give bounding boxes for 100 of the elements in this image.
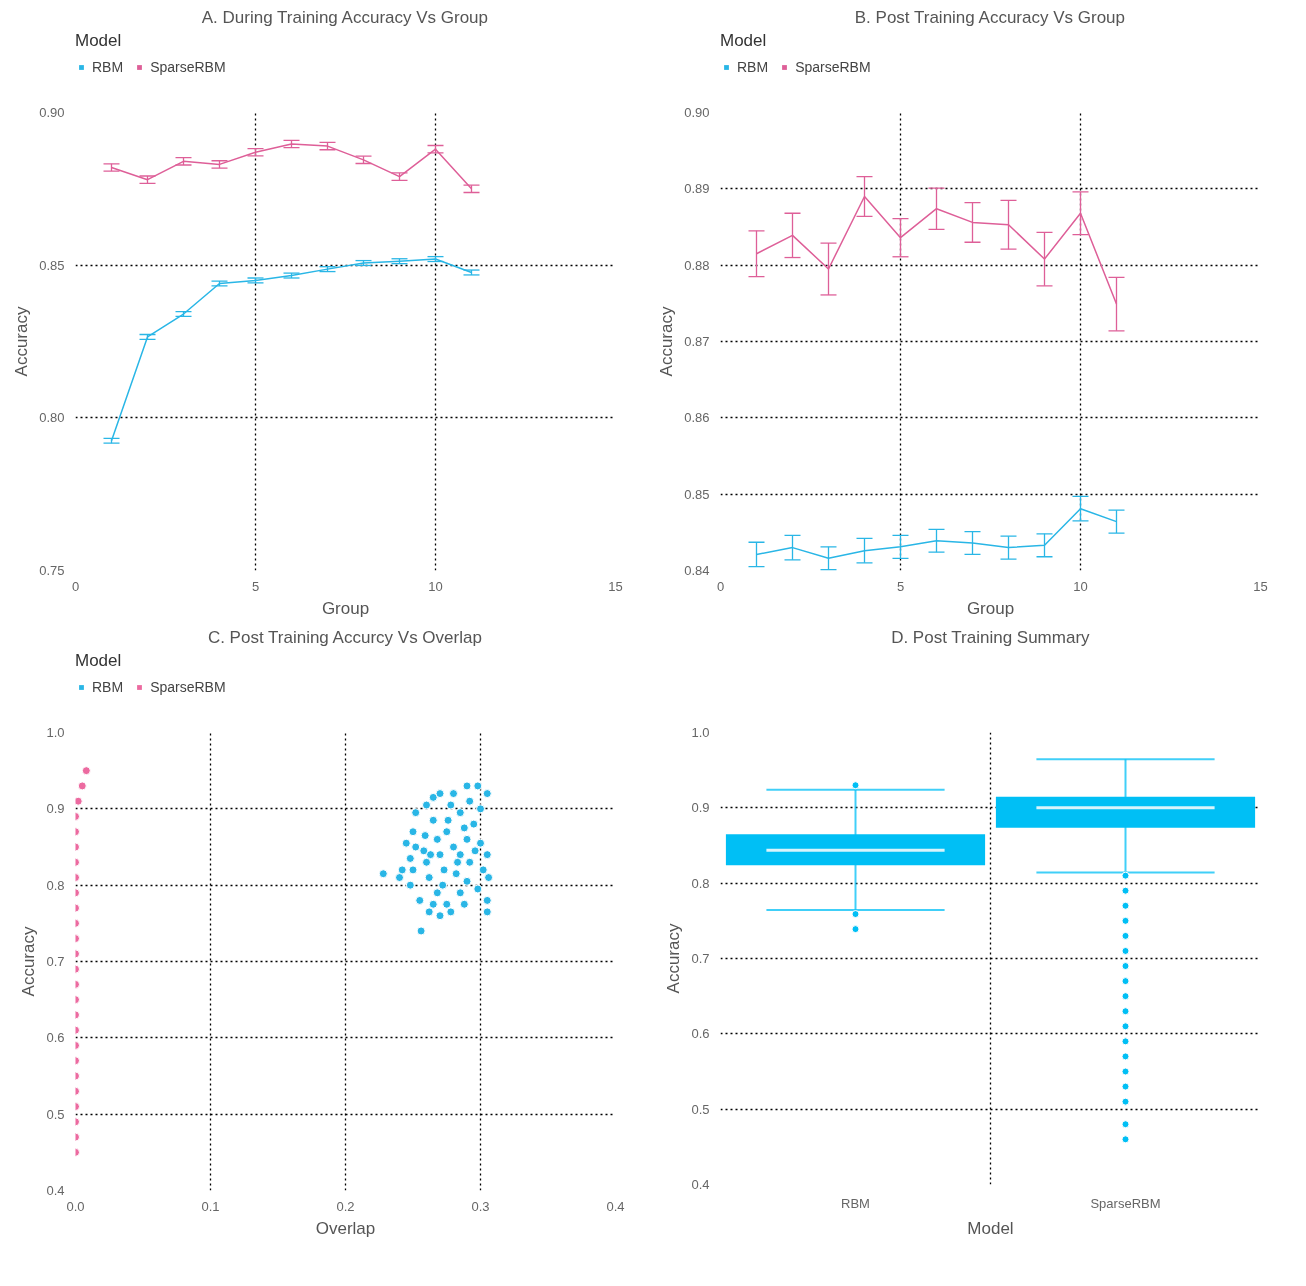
point — [451, 869, 461, 879]
y-tick-label: 0.90 — [684, 105, 710, 120]
point — [482, 907, 492, 917]
point — [442, 899, 452, 909]
y-tick-label: 0.4 — [691, 1177, 710, 1192]
point — [438, 880, 448, 890]
y-tick-label: 0.85 — [39, 257, 65, 273]
point — [469, 819, 479, 829]
legend-title: Model — [75, 651, 123, 671]
y-tick-label: 0.7 — [46, 954, 65, 969]
y-tick-label: 0.86 — [684, 410, 710, 426]
point — [416, 926, 426, 936]
point — [422, 800, 431, 810]
x-tick-label: 0.2 — [336, 1198, 355, 1214]
point — [470, 846, 480, 856]
point — [482, 850, 492, 860]
point — [455, 808, 465, 818]
legend-label: RBM — [92, 59, 124, 75]
point — [449, 842, 458, 852]
point — [462, 834, 472, 844]
point — [446, 907, 456, 917]
point — [432, 834, 442, 844]
y-tick-label: 0.88 — [684, 257, 710, 273]
x-tick-label: 0.3 — [471, 1198, 490, 1214]
legend-title: Model — [75, 31, 123, 51]
point — [455, 888, 465, 898]
y-tick-label: 0.7 — [691, 951, 710, 966]
point — [446, 800, 456, 810]
y-tick-label: 0.84 — [684, 563, 710, 578]
point — [473, 781, 483, 791]
point — [439, 865, 449, 875]
chart-title: C. Post Training Accurcy Vs Overlap — [207, 627, 482, 647]
point — [453, 857, 463, 867]
y-axis-title: Accuracy — [657, 306, 677, 377]
point — [482, 789, 492, 799]
x-tick-label: 5 — [251, 578, 260, 594]
point — [482, 895, 492, 905]
point — [443, 815, 453, 825]
point — [428, 899, 438, 909]
y-tick-label: 0.5 — [46, 1106, 65, 1122]
y-axis-title: Accuracy — [664, 923, 684, 994]
x-tick-label: 10 — [1073, 578, 1088, 594]
y-tick-label: 1.0 — [46, 725, 65, 740]
legend-label: SparseRBM — [150, 679, 226, 695]
x-tick-label: 0.4 — [606, 1198, 625, 1214]
y-tick-label: 0.6 — [46, 1030, 65, 1046]
point — [462, 781, 472, 791]
y-tick-label: 0.85 — [684, 486, 710, 502]
x-tick-label: 15 — [608, 578, 623, 594]
point — [428, 792, 438, 802]
y-tick-label: 0.4 — [46, 1183, 65, 1198]
point — [401, 838, 411, 848]
point — [411, 808, 421, 818]
point — [435, 850, 445, 860]
point — [428, 815, 438, 825]
point — [426, 850, 436, 860]
point — [484, 873, 494, 883]
point — [419, 846, 429, 856]
y-tick-label: 0.8 — [46, 877, 65, 893]
x-tick-label: RBM — [841, 1195, 870, 1211]
point — [459, 823, 469, 833]
y-axis-title: Accuracy — [19, 926, 39, 997]
x-axis-title: Group — [966, 598, 1015, 618]
point — [462, 876, 472, 886]
point — [465, 796, 475, 806]
chart-title: B. Post Training Accuracy Vs Group — [854, 7, 1125, 27]
x-axis-title: Group — [321, 598, 370, 618]
y-axis-title: Accuracy — [12, 306, 32, 377]
y-tick-label: 0.5 — [691, 1101, 710, 1117]
x-axis-title: Model — [967, 1218, 1014, 1238]
y-tick-label: 0.9 — [691, 800, 710, 816]
y-tick-label: 0.9 — [46, 801, 65, 817]
point — [473, 884, 483, 894]
point — [397, 865, 407, 875]
point — [476, 804, 485, 814]
y-tick-label: 0.89 — [684, 181, 710, 197]
y-tick-label: 0.75 — [39, 563, 65, 578]
legend-label: RBM — [737, 59, 769, 75]
legend-label: SparseRBM — [150, 59, 226, 75]
point — [435, 789, 445, 799]
x-tick-label: 0.0 — [66, 1198, 85, 1214]
y-tick-label: 1.0 — [691, 725, 710, 740]
y-tick-label: 0.8 — [691, 875, 710, 891]
y-tick-label: 0.87 — [684, 334, 710, 349]
chart-title: A. During Training Accuracy Vs Group — [201, 7, 489, 27]
point — [395, 873, 404, 883]
point — [422, 857, 431, 867]
x-tick-label: 10 — [428, 578, 443, 594]
legend-label: SparseRBM — [795, 59, 871, 75]
point — [476, 838, 485, 848]
x-tick-label: 0 — [71, 578, 80, 594]
y-tick-label: 0.80 — [39, 410, 65, 426]
legend-title: Model — [720, 31, 768, 51]
legend-label: RBM — [92, 679, 124, 695]
point — [424, 873, 434, 883]
x-axis-title: Overlap — [315, 1218, 376, 1238]
point — [442, 827, 452, 837]
point — [435, 911, 445, 921]
x-tick-label: 0 — [716, 578, 725, 594]
point — [405, 853, 415, 863]
